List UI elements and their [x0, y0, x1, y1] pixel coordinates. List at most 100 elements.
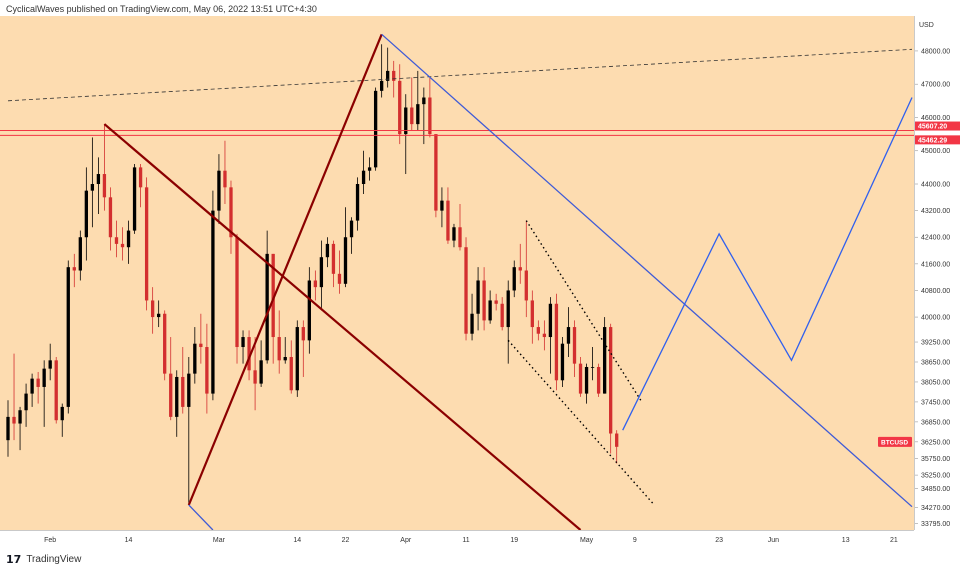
time-tick-label: 13 [842, 537, 850, 544]
candle-body [12, 416, 16, 424]
candle-body [132, 167, 137, 231]
candle [120, 227, 125, 261]
candle [590, 347, 595, 381]
price-tick-label: 46000.00 [921, 115, 950, 122]
candle [452, 223, 456, 248]
candle [434, 134, 438, 218]
candle-body [422, 97, 426, 105]
candle [181, 347, 185, 414]
candle-body [566, 327, 571, 344]
candle-body [283, 357, 287, 361]
candle [373, 87, 378, 171]
candle [169, 337, 173, 421]
candle [500, 297, 504, 331]
candle [60, 403, 64, 437]
candle-body [584, 366, 589, 394]
candle-body [60, 406, 64, 421]
candle [398, 64, 402, 145]
price-chart[interactable]: BTCUSD [0, 16, 914, 530]
candle [175, 370, 179, 437]
candle-body [169, 373, 173, 417]
level-tag-background [915, 135, 960, 145]
publisher-info: CyclicalWaves published on TradingView.c… [6, 4, 317, 14]
candle-body [199, 343, 203, 348]
candle-body [319, 257, 324, 288]
candle-body [205, 347, 209, 394]
candle [410, 77, 414, 131]
time-tick-label: 9 [633, 537, 637, 544]
candle [518, 243, 522, 284]
candle [386, 47, 390, 88]
blue-channel-upper-line[interactable] [381, 33, 913, 508]
candle-body [458, 227, 462, 248]
candle [54, 357, 58, 424]
level-tag-label: 45607.20 [918, 124, 947, 131]
candle-body [54, 360, 58, 421]
time-tick-label: Jun [768, 537, 779, 544]
candle [157, 300, 161, 328]
price-tick-label: 34270.00 [921, 505, 950, 512]
long-resistance-dashed-line[interactable] [7, 48, 913, 102]
price-tick-label: 43200.00 [921, 208, 950, 215]
candle [524, 220, 528, 318]
footer-brand[interactable]: TradingView [26, 553, 82, 565]
descending-trendline-dark-red[interactable] [103, 123, 582, 530]
candle [48, 343, 52, 381]
ascending-trendline-dark-red[interactable] [187, 33, 383, 506]
price-tick-label: 39250.00 [921, 340, 950, 347]
candle-body [416, 104, 420, 125]
price-tick-label: 47000.00 [921, 82, 950, 89]
dotted-channel-upper[interactable] [525, 220, 642, 401]
candle-body [138, 167, 143, 188]
forecast-path-blue[interactable] [622, 97, 913, 431]
candle-body [42, 368, 46, 387]
level-price-tag[interactable]: 45607.20 [915, 121, 960, 131]
tradingview-logo-icon[interactable]: 17 [6, 552, 22, 566]
candle-body [596, 366, 601, 394]
candle-body [331, 243, 336, 274]
symbol-price-tag[interactable]: BTCUSD [878, 436, 912, 447]
candle [138, 164, 143, 208]
candle-body [301, 327, 305, 341]
time-tick-label: 21 [890, 537, 898, 544]
candle-body [446, 200, 450, 241]
candle-body [96, 174, 101, 185]
blue-channel-lower-stub[interactable] [188, 504, 214, 530]
candle-body [66, 267, 70, 407]
candle [277, 310, 281, 374]
candle [476, 267, 480, 331]
candle [554, 293, 559, 391]
footer: 17 TradingView [6, 551, 81, 567]
candle [307, 267, 311, 354]
candle [253, 337, 257, 411]
candle [355, 177, 360, 231]
candle-body [361, 170, 366, 185]
candle [295, 320, 299, 397]
horizontal-levels-group [0, 130, 914, 136]
candle-body [470, 313, 474, 334]
chart-plot-area[interactable]: BTCUSD [0, 16, 914, 530]
candle [108, 187, 113, 251]
candle-body [120, 243, 125, 248]
candle-body [554, 303, 559, 381]
candle [301, 320, 305, 377]
candle [361, 150, 366, 194]
candle [259, 340, 263, 387]
candle [494, 293, 498, 311]
candle [337, 250, 342, 294]
time-axis[interactable]: Feb 14 Mar 14 22 Apr 11 19 May 9 23 Jun 13 21 [0, 530, 914, 547]
candle-body [223, 170, 227, 188]
candle-body [157, 313, 161, 318]
price-axis[interactable]: 33795.00 34270.00 34850.00 35250.00 35750.00… [914, 16, 960, 530]
candle-body [542, 333, 547, 338]
time-tick-label: 14 [293, 537, 301, 544]
candle-body [512, 267, 516, 291]
candle [343, 207, 348, 288]
candle-body [428, 97, 432, 135]
dotted-channel-lower[interactable] [507, 339, 654, 504]
level-tag-label: 45462.29 [918, 137, 947, 144]
candle [96, 157, 101, 214]
candle-body [30, 378, 34, 394]
level-price-tag[interactable]: 45462.29 [915, 135, 960, 145]
candle-body [307, 280, 311, 341]
